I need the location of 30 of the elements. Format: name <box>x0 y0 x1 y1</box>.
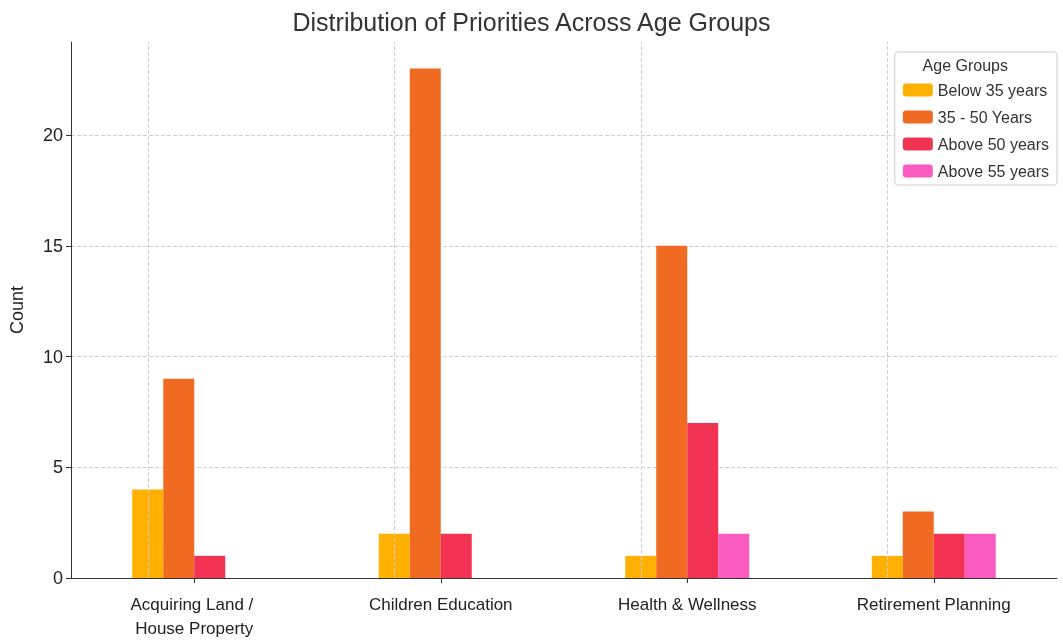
x-tick-label: Acquiring Land / House Property <box>130 594 259 638</box>
y-tick-label: 20 <box>42 125 63 146</box>
bar <box>625 555 657 578</box>
chart-title: Distribution of Priorities Across Age Groups <box>292 7 771 36</box>
bar <box>440 533 472 578</box>
y-tick-label: 0 <box>52 568 63 588</box>
bar <box>902 511 934 578</box>
bar <box>871 555 903 578</box>
x-tick-label: Retirement Planning <box>856 594 1011 614</box>
y-axis-title: Count <box>7 285 27 335</box>
legend-label: Above 55 years <box>937 162 1050 180</box>
y-tick-label: 5 <box>52 457 63 478</box>
bar <box>132 489 164 578</box>
bar <box>194 555 226 578</box>
legend-label: Below 35 years <box>937 81 1048 99</box>
bar <box>409 68 441 578</box>
legend-title: Age Groups <box>922 56 1009 74</box>
legend-label: 35 - 50 Years <box>937 108 1033 126</box>
y-tick-label: 10 <box>42 346 63 367</box>
bar <box>933 533 965 578</box>
bar <box>656 245 688 578</box>
bar <box>964 533 996 578</box>
legend-label: Above 50 years <box>937 135 1050 153</box>
bar <box>718 533 750 578</box>
bar <box>378 533 410 578</box>
bar <box>687 422 719 578</box>
bar <box>163 378 195 578</box>
x-tick-label: Children Education <box>368 594 513 614</box>
y-tick-label: 15 <box>42 235 63 256</box>
x-tick-label: Health & Wellness <box>617 594 757 614</box>
